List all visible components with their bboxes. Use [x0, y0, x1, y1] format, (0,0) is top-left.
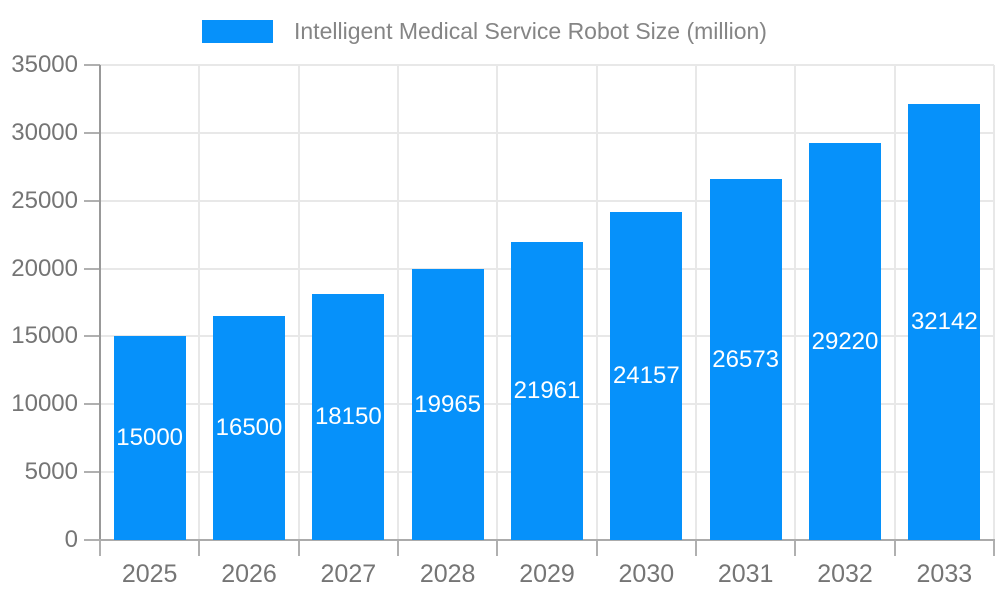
bar-value-label: 15000 [116, 424, 184, 452]
horizontal-gridline [100, 131, 994, 134]
x-axis-tick-label: 2032 [817, 560, 873, 588]
bar[interactable]: 18150 [312, 293, 385, 540]
vertical-gridline [297, 65, 300, 540]
vertical-gridline [397, 65, 399, 540]
legend-item[interactable]: Intelligent Medical Service Robot Size (… [202, 17, 767, 45]
x-axis-tick [496, 540, 499, 556]
x-axis-tick-label: 2025 [121, 560, 178, 588]
bar-value-label: 26573 [712, 345, 780, 373]
bar[interactable]: 19965 [411, 269, 484, 540]
bar[interactable]: 26573 [709, 179, 782, 540]
vertical-gridline [893, 65, 896, 540]
y-axis-tick-label: 15000 [11, 322, 78, 350]
y-axis-tick [84, 403, 100, 406]
vertical-gridline [695, 65, 697, 540]
x-axis-tick-label: 2033 [916, 560, 973, 588]
bar-value-label: 24157 [612, 362, 680, 390]
bar[interactable]: 16500 [213, 316, 285, 540]
y-axis-tick-label: 20000 [11, 254, 78, 282]
y-axis-tick [84, 199, 100, 202]
x-axis-tick-label: 2028 [419, 560, 476, 588]
y-axis-tick [84, 267, 100, 270]
x-axis-tick [397, 540, 399, 556]
x-axis-tick [198, 540, 201, 556]
x-axis-tick [297, 540, 300, 556]
y-axis-tick [84, 335, 100, 338]
x-axis-tick [794, 540, 797, 556]
bar[interactable]: 32142 [908, 103, 981, 540]
x-axis-tick [99, 540, 101, 556]
bar-value-label: 19965 [414, 390, 482, 418]
x-axis-tick-label: 2027 [320, 560, 377, 588]
y-axis-tick [84, 64, 100, 66]
bar[interactable]: 24157 [610, 212, 683, 540]
bar[interactable]: 29220 [809, 143, 881, 540]
horizontal-gridline [100, 199, 994, 202]
bar-value-label: 18150 [314, 402, 382, 430]
bar-value-label: 21961 [513, 376, 581, 404]
vertical-gridline [198, 65, 201, 540]
y-axis-line [99, 65, 101, 541]
y-axis-tick [84, 471, 100, 474]
vertical-gridline [993, 65, 995, 540]
x-axis-tick-label: 2029 [519, 560, 575, 588]
y-axis-tick-label: 5000 [24, 458, 78, 486]
y-axis-tick-label: 10000 [11, 390, 78, 418]
bar-value-label: 16500 [215, 414, 283, 442]
x-axis-tick-label: 2026 [221, 560, 277, 588]
vertical-gridline [496, 65, 499, 540]
x-axis-line [99, 539, 995, 541]
x-axis-tick [695, 540, 697, 556]
x-axis-tick-label: 2031 [717, 560, 774, 588]
vertical-gridline [794, 65, 797, 540]
y-axis-tick-label: 0 [64, 526, 78, 553]
legend-label: Intelligent Medical Service Robot Size (… [294, 17, 767, 44]
bar[interactable]: 15000 [113, 336, 186, 540]
vertical-gridline [595, 65, 598, 540]
y-axis-tick [84, 131, 100, 134]
bar-value-label: 32142 [910, 307, 978, 335]
bar-value-label: 29220 [811, 327, 879, 355]
x-axis-tick [893, 540, 896, 556]
horizontal-gridline [100, 64, 994, 66]
bar[interactable]: 21961 [511, 241, 583, 540]
x-axis-tick [595, 540, 598, 556]
y-axis-tick [84, 539, 100, 541]
y-axis-tick-label: 30000 [11, 118, 78, 146]
x-axis-tick [993, 540, 995, 556]
y-axis-tick-label: 35000 [11, 51, 78, 78]
legend-swatch [202, 19, 273, 43]
y-axis-tick-label: 25000 [11, 186, 78, 214]
x-axis-tick-label: 2030 [618, 560, 675, 588]
